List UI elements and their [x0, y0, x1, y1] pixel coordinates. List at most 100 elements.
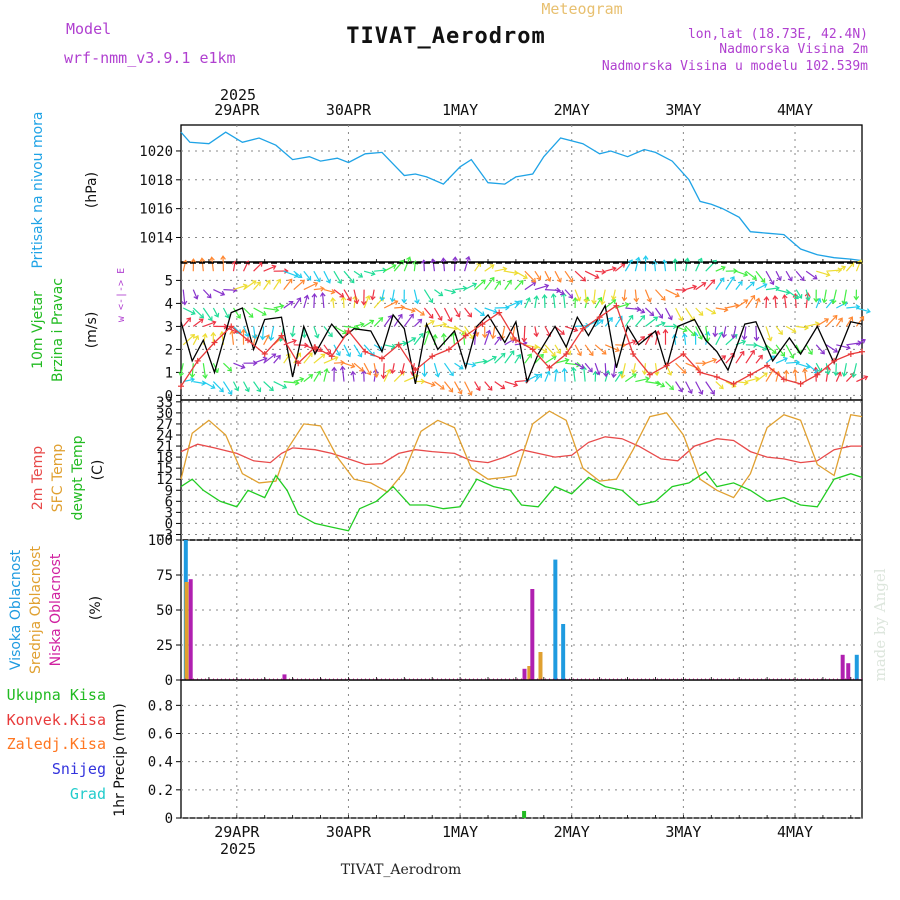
- wind-arrowhead: [712, 332, 719, 338]
- wind-arrowhead: [202, 374, 208, 380]
- wind-arrow: [795, 270, 805, 281]
- wind-arrow: [443, 307, 452, 322]
- low-cloud-ylabel: Niska Oblacnost: [48, 553, 64, 666]
- wind-arrow: [514, 280, 524, 291]
- top-date-label: 4MAY: [777, 101, 813, 119]
- wind-arrow: [544, 270, 551, 282]
- wind-arrow: [664, 307, 673, 320]
- wind-arrowhead: [467, 390, 473, 396]
- wind-arrow: [774, 295, 777, 309]
- bottom-date-label: 1MAY: [442, 823, 478, 841]
- wind-arrow: [775, 270, 782, 281]
- wind-arrowhead: [320, 353, 326, 359]
- wind-arrowhead: [720, 265, 726, 271]
- y-tick-label: 9: [165, 483, 173, 499]
- wind-arrow: [303, 282, 318, 291]
- wind-arrowhead: [189, 373, 196, 379]
- wind-arrow: [403, 337, 416, 346]
- wind-arrow: [544, 371, 550, 382]
- panel-frame: [180, 679, 863, 819]
- wind-arrow: [381, 289, 385, 301]
- wind-arrowhead: [378, 317, 384, 322]
- wind-arrow: [594, 344, 607, 355]
- wind-arrowhead: [841, 265, 847, 271]
- precip-bar: [522, 810, 527, 818]
- wind-arrowhead: [240, 363, 246, 370]
- wind-arrow: [313, 326, 319, 338]
- wind-arrowhead: [211, 320, 217, 326]
- wind-arrow: [182, 307, 196, 315]
- wind-arrow: [665, 289, 680, 297]
- wind-arrow: [333, 270, 342, 284]
- wind-arrow: [755, 283, 767, 291]
- wind-arrowhead: [658, 313, 663, 319]
- wind-arrowhead: [792, 368, 799, 374]
- wind-arrowhead: [542, 348, 548, 354]
- y-tick-label: 100: [148, 533, 173, 549]
- wind-arrow: [454, 325, 467, 335]
- wind-arrowhead: [190, 258, 197, 263]
- bottom-date-label: 4MAY: [777, 823, 813, 841]
- wind-arrow: [391, 289, 395, 302]
- wind-arrow: [353, 289, 358, 304]
- mid-cloud-ylabel: Srednja Oblacnost: [28, 546, 44, 674]
- wind-arrow: [775, 326, 783, 335]
- wind-arrow: [755, 270, 766, 283]
- wind-arrow: [695, 381, 703, 395]
- y-tick-label: 12: [156, 472, 173, 488]
- wind-arrow: [843, 363, 847, 377]
- wind-arrow: [655, 289, 666, 301]
- wind-arrowhead: [516, 353, 522, 359]
- wind-arrowhead: [802, 367, 808, 373]
- wind-arrow: [765, 326, 772, 341]
- wind-arrow: [202, 289, 212, 299]
- wind-arrowhead: [369, 319, 375, 325]
- wind-arrowhead: [808, 350, 813, 356]
- wind-arrow: [634, 315, 645, 327]
- wind-arrowhead: [442, 321, 448, 328]
- footer-station: TIVAT_Aerodrom: [341, 862, 462, 878]
- wind-arrow: [852, 363, 858, 377]
- wind-arrow: [202, 307, 213, 321]
- wind-arrowhead: [721, 333, 727, 339]
- wind-arrow: [685, 285, 697, 291]
- wind-arrow: [303, 270, 312, 281]
- wind-arrow: [765, 355, 775, 364]
- wind-arrowhead: [251, 334, 258, 340]
- wind-arrow: [715, 381, 724, 389]
- wind-arrow: [632, 363, 636, 374]
- wind-arrowhead: [366, 370, 372, 376]
- wind-arrow: [273, 381, 287, 389]
- wind-arrowhead: [282, 383, 288, 390]
- wind-arrow: [511, 326, 516, 341]
- y-tick-label: 0: [165, 516, 173, 532]
- y-tick-label: 0.8: [148, 698, 173, 714]
- wind-arrow: [805, 344, 813, 355]
- y-tick-label: 0.6: [148, 727, 173, 743]
- legend-grad: Grad: [70, 785, 106, 803]
- model-label: Model: [66, 20, 111, 38]
- wind-arrow: [343, 289, 352, 301]
- wind-arrow: [574, 362, 585, 369]
- wind-arrow: [695, 258, 703, 272]
- wind-arrowhead: [611, 266, 617, 272]
- wind-arrow: [182, 317, 191, 327]
- wind-arrow: [443, 381, 453, 393]
- y-tick-label: 1018: [139, 173, 173, 189]
- wind-arrow: [534, 270, 541, 280]
- cloud-bar: [561, 624, 566, 680]
- wind-arrowhead: [865, 308, 871, 314]
- wind-arrowhead: [480, 279, 486, 285]
- wind-arrowhead: [232, 287, 238, 293]
- wind-arrowhead: [449, 371, 454, 377]
- panel-frame: [180, 539, 863, 681]
- wind-arrow: [283, 381, 299, 384]
- legend-konvek-kisa: Konvek.Kisa: [7, 711, 106, 729]
- wind-arrow: [283, 270, 298, 277]
- wind-arrow: [765, 296, 768, 309]
- wind-arrow: [333, 361, 344, 364]
- wind-arrowhead: [485, 329, 492, 335]
- wind-arrow: [182, 334, 195, 346]
- wind-arrow: [564, 289, 573, 299]
- wind-arrow: [243, 280, 257, 291]
